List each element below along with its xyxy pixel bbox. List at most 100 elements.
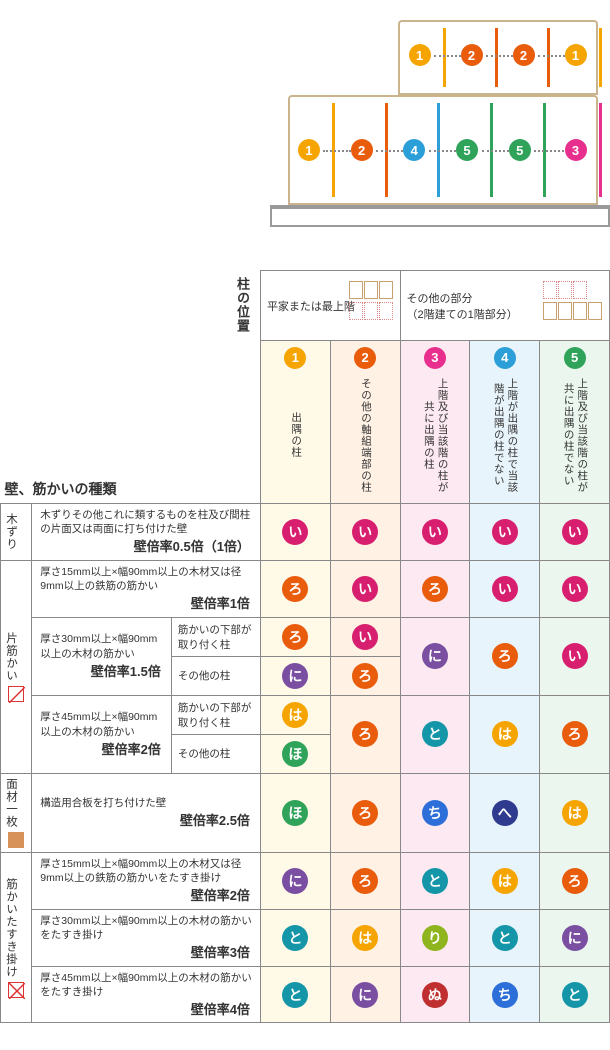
floor-1: 124553 <box>288 95 598 205</box>
wall-rate: 壁倍率4倍 <box>40 1001 254 1019</box>
value-cell: ろ <box>330 773 400 852</box>
column-badge-1: 1 <box>284 347 306 369</box>
value-cell: と <box>260 966 330 1023</box>
wall-rate: 壁倍率0.5倍（1倍） <box>40 538 254 556</box>
kana-badge-ni: に <box>282 663 308 689</box>
spec-cell: 厚さ30mm以上×幅90mm以上の木材の筋かいをたすき掛け壁倍率3倍 <box>32 909 261 966</box>
value-cell: い <box>540 560 610 617</box>
spec-cell: 木ずりその他これに類するものを柱及び間柱の片面又は両面に打ち付けた壁壁倍率0.5… <box>32 504 261 561</box>
building-diagram: 1221 124553 <box>0 0 610 250</box>
kana-badge-ro: ろ <box>352 868 378 894</box>
kana-badge-i: い <box>562 576 588 602</box>
sub-cell: その他の柱 <box>171 656 260 695</box>
spec-cell: 厚さ15mm以上×幅90mm以上の木材又は径9mm以上の鉄筋の筋かい壁倍率1倍 <box>32 560 261 617</box>
column-badge-3: 3 <box>424 347 446 369</box>
value-cell: と <box>400 852 470 909</box>
diag-icon <box>8 686 24 702</box>
value-cell: ろ <box>330 695 400 773</box>
kana-badge-i: い <box>352 624 378 650</box>
spec-cell: 厚さ45mm以上×幅90mm以上の木材の筋かいをたすき掛け壁倍率4倍 <box>32 966 261 1023</box>
pillar-connector <box>323 150 350 152</box>
table-row: 厚さ45mm以上×幅90mm以上の木材の筋かい壁倍率2倍筋かいの下部が取り付く柱… <box>1 695 610 734</box>
pillar <box>599 28 602 87</box>
kana-badge-to: と <box>492 925 518 951</box>
spec-text: 木ずりその他これに類するものを柱及び間柱の片面又は両面に打ち付けた壁 <box>40 508 254 536</box>
pillar-badge-2: 2 <box>461 44 483 66</box>
spec-text: 厚さ30mm以上×幅90mm以上の木材の筋かいをたすき掛け <box>40 914 254 942</box>
pillar-badge-2: 2 <box>513 44 535 66</box>
category-kata: 片筋かい <box>1 560 32 773</box>
value-cell: い <box>260 504 330 561</box>
category-kiz: 木ずり <box>1 504 32 561</box>
category-label: 木ずり <box>3 513 19 551</box>
value-cell: い <box>400 504 470 561</box>
column-header-5: 5上階及び当該階の柱が共に出隅の柱でない <box>540 341 610 504</box>
kana-badge-i: い <box>282 519 308 545</box>
kana-badge-ho: ほ <box>282 741 308 767</box>
sub-cell: 筋かいの下部が取り付く柱 <box>171 617 260 656</box>
value-cell: ろ <box>540 695 610 773</box>
kana-badge-chi: ち <box>492 982 518 1008</box>
value-cell: い <box>330 617 400 656</box>
kana-badge-chi: ち <box>422 800 448 826</box>
value-cell: に <box>260 656 330 695</box>
header-group-other: その他の部分 （2階建ての1階部分） <box>400 271 609 341</box>
column-label-5: 上階及び当該階の柱が共に出隅の柱でない <box>561 375 588 495</box>
value-cell: は <box>470 852 540 909</box>
sub-cell: その他の柱 <box>171 734 260 773</box>
table-row: 厚さ30mm以上×幅90mm以上の木材の筋かい壁倍率1.5倍筋かいの下部が取り付… <box>1 617 610 656</box>
category-tas: 筋かいたすき掛け <box>1 852 32 1023</box>
kana-badge-ro: ろ <box>352 800 378 826</box>
value-cell: へ <box>470 773 540 852</box>
pillar-connector <box>376 150 403 152</box>
kana-badge-ro: ろ <box>422 576 448 602</box>
value-cell: ろ <box>330 656 400 695</box>
pillar-badge-5: 5 <box>509 139 531 161</box>
value-cell: と <box>260 909 330 966</box>
value-cell: ぬ <box>400 966 470 1023</box>
value-cell: と <box>400 695 470 773</box>
table-row: 片筋かい厚さ15mm以上×幅90mm以上の木材又は径9mm以上の鉄筋の筋かい壁倍… <box>1 560 610 617</box>
value-cell: い <box>540 617 610 695</box>
column-label-2: その他の軸組端部の柱 <box>358 375 372 495</box>
spec-cell: 構造用合板を打ち付けた壁壁倍率2.5倍 <box>32 773 261 852</box>
table-row: 木ずり木ずりその他これに類するものを柱及び間柱の片面又は両面に打ち付けた壁壁倍率… <box>1 504 610 561</box>
value-cell: は <box>470 695 540 773</box>
value-cell: に <box>260 852 330 909</box>
pillar-connector <box>486 55 513 57</box>
value-cell: ち <box>400 773 470 852</box>
value-cell: は <box>260 695 330 734</box>
value-cell: ち <box>470 966 540 1023</box>
column-label-4: 上階が出隅の柱で当該階が出隅の柱でない <box>491 375 518 495</box>
value-cell: ろ <box>540 852 610 909</box>
value-cell: り <box>400 909 470 966</box>
pillar-badge-5: 5 <box>456 139 478 161</box>
anchor-spec-table: 柱の位置 壁、筋かいの種類 平家または最上階 その他の部分 （2階建ての1階部分… <box>0 270 610 1023</box>
kana-badge-to: と <box>282 982 308 1008</box>
value-cell: は <box>330 909 400 966</box>
column-header-1: 1出隅の柱 <box>260 341 330 504</box>
kana-badge-ni: に <box>562 925 588 951</box>
column-header-4: 4上階が出隅の柱で当該階が出隅の柱でない <box>470 341 540 504</box>
value-cell: ろ <box>470 617 540 695</box>
pillar-badge-2: 2 <box>351 139 373 161</box>
pillar-connector <box>429 150 456 152</box>
column-label-3: 上階及び当該階の柱が共に出隅の柱 <box>421 375 448 495</box>
pillar <box>443 28 446 87</box>
value-cell: ろ <box>260 560 330 617</box>
kana-badge-i: い <box>352 576 378 602</box>
wall-brace-type-label: 壁、筋かいの種類 <box>5 479 117 499</box>
header-group-flat-top-label: 平家または最上階 <box>267 301 355 313</box>
value-cell: ろ <box>260 617 330 656</box>
spec-cell: 厚さ15mm以上×幅90mm以上の木材又は径9mm以上の鉄筋の筋かいをたすき掛け… <box>32 852 261 909</box>
spec-text: 構造用合板を打ち付けた壁 <box>40 796 254 810</box>
kana-badge-i: い <box>422 519 448 545</box>
kana-badge-i: い <box>352 519 378 545</box>
kana-badge-ro: ろ <box>282 624 308 650</box>
kana-badge-ro: ろ <box>352 721 378 747</box>
kana-badge-i: い <box>562 643 588 669</box>
spec-text: 厚さ15mm以上×幅90mm以上の木材又は径9mm以上の鉄筋の筋かいをたすき掛け <box>40 857 254 885</box>
kana-badge-ro: ろ <box>562 721 588 747</box>
value-cell: に <box>540 909 610 966</box>
kana-badge-ro: ろ <box>492 643 518 669</box>
